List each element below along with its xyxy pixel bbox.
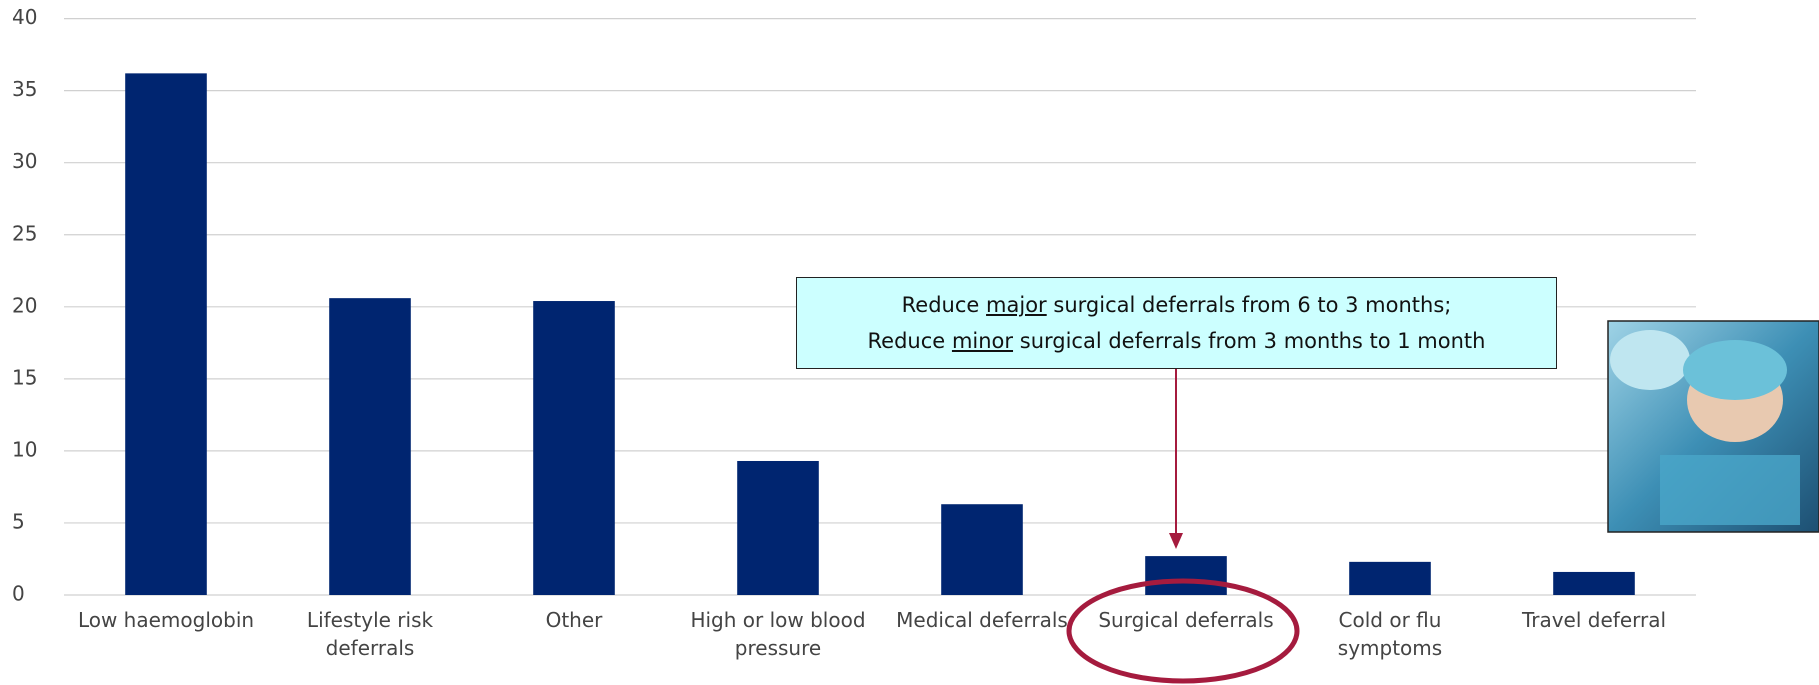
arrow-head: [1169, 533, 1183, 549]
annotation-emphasis: major: [986, 293, 1047, 317]
x-tick-label: Lifestyle risk deferrals: [264, 606, 476, 662]
x-tick-label: Low haemoglobin: [60, 606, 272, 634]
bar: [125, 73, 207, 595]
x-tick-label: Medical deferrals: [876, 606, 1088, 634]
x-tick-label: High or low blood pressure: [672, 606, 884, 662]
annotation-text: Reduce: [902, 293, 980, 317]
y-tick-label: 40: [12, 5, 37, 29]
bar: [1349, 562, 1431, 595]
x-tick-label: Surgical deferrals: [1080, 606, 1292, 634]
bar: [941, 504, 1023, 595]
y-tick-label: 15: [12, 365, 37, 389]
surgeon-photo: [1608, 321, 1819, 532]
y-tick-label: 0: [12, 582, 25, 606]
bar: [533, 301, 615, 595]
y-tick-label: 30: [12, 149, 37, 173]
y-tick-label: 25: [12, 221, 37, 245]
page: {"chart_data": {"type": "bar", "categori…: [0, 0, 1819, 685]
y-tick-label: 20: [12, 293, 37, 317]
annotation-text: surgical deferrals from 6 to 3 months;: [1053, 293, 1451, 317]
x-tick-label: Travel deferral: [1488, 606, 1700, 634]
x-tick-label: Cold or flu symptoms: [1284, 606, 1496, 662]
bar: [737, 461, 819, 595]
y-tick-label: 35: [12, 77, 37, 101]
annotation-text: surgical deferrals from 3 months to 1 mo…: [1020, 329, 1486, 353]
bar: [1145, 556, 1227, 595]
annotation-text: Reduce: [868, 329, 946, 353]
annotation-emphasis: minor: [952, 329, 1013, 353]
y-tick-label: 10: [12, 437, 37, 461]
x-tick-label: Other: [468, 606, 680, 634]
bar: [329, 298, 411, 595]
bar: [1553, 572, 1635, 595]
y-tick-label: 5: [12, 509, 25, 533]
